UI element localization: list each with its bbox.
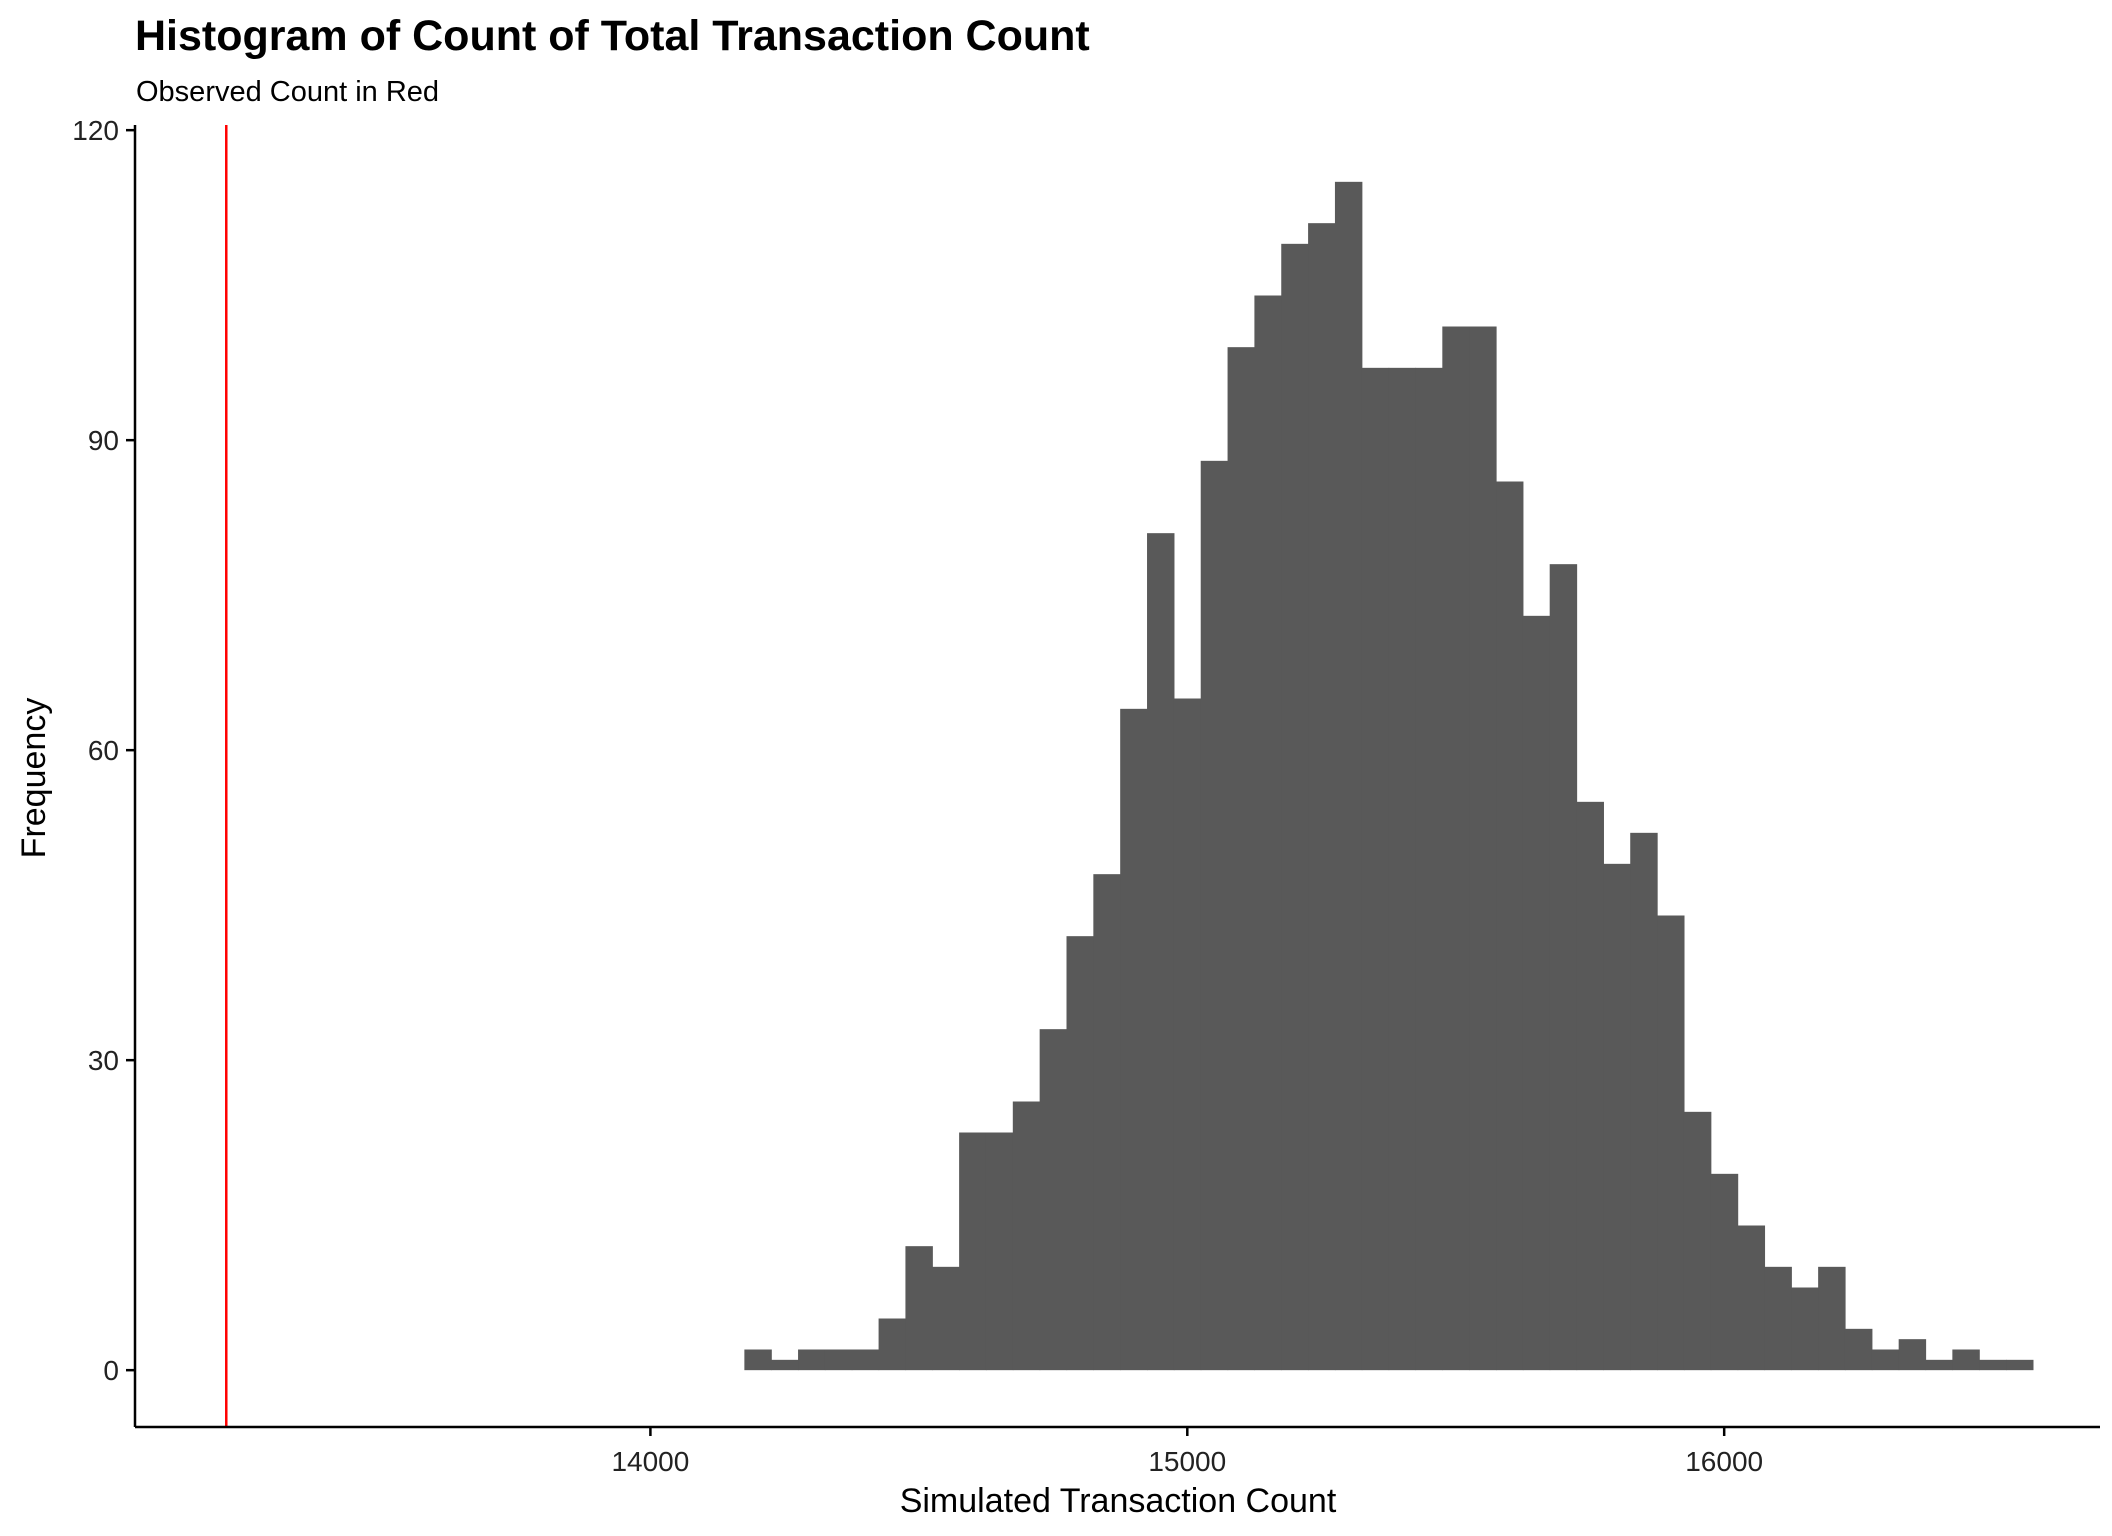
histogram-bar [1683,1111,1712,1371]
histogram-bar [878,1318,907,1371]
histogram-bar [959,1132,987,1371]
histogram-bar [1603,863,1631,1371]
y-tick-label: 30 [88,1045,119,1076]
histogram-bar [771,1359,799,1371]
histogram-bar [1388,367,1417,1371]
histogram-bar [1442,326,1470,1371]
histogram-bar [824,1349,853,1371]
histogram-bar [1039,1029,1068,1371]
histogram-bar [932,1266,960,1371]
histogram-bar [1549,564,1578,1371]
histogram-bar [1657,915,1685,1371]
histogram-bar [1147,533,1175,1371]
histogram-bar [1844,1328,1873,1371]
histogram-bars [744,181,2034,1371]
histogram-bar [1281,243,1309,1371]
histogram-bar [1764,1266,1792,1371]
chart-title: Histogram of Count of Total Transaction … [135,12,1090,60]
x-tick-label: 16000 [1685,1446,1763,1477]
histogram-bar [1496,481,1524,1371]
histogram-bar [1120,708,1148,1371]
histogram-bar [1066,936,1094,1371]
histogram-bar [798,1349,826,1371]
x-axis-title: Simulated Transaction Count [900,1482,1337,1520]
x-tick-label: 14000 [611,1446,689,1477]
histogram-bar [1737,1225,1766,1371]
x-axis-ticks: 14000 15000 16000 [611,1427,1763,1477]
histogram-bar [1012,1101,1041,1371]
chart-subtitle: Observed Count in Red [136,76,439,108]
y-tick-label: 0 [103,1355,119,1386]
histogram-bar [1361,367,1390,1371]
histogram-bar [1576,801,1604,1371]
histogram-bar [1227,347,1256,1371]
y-axis-title: Frequency [15,698,53,859]
histogram-bar [1415,367,1443,1371]
histogram-bar [1173,698,1202,1371]
histogram-bar [1871,1349,1900,1371]
histogram-bar [1254,295,1282,1371]
histogram-bar [1925,1359,1953,1371]
y-tick-label: 60 [88,735,119,766]
histogram-bar [1630,832,1658,1371]
histogram-bar [1791,1287,1819,1371]
y-tick-label: 90 [88,425,119,456]
histogram-bar [1469,326,1497,1371]
histogram-bar [1979,1359,2007,1371]
y-tick-label: 120 [72,115,119,146]
histogram-bar [1952,1349,1980,1371]
histogram-bar [1308,223,1336,1371]
x-tick-label: 15000 [1148,1446,1226,1477]
histogram-bar [1334,181,1363,1371]
histogram-bar [905,1246,933,1371]
histogram-bar [1898,1339,1927,1371]
histogram-bar [1710,1173,1739,1371]
histogram-bar [744,1349,772,1371]
histogram-bar [2006,1359,2034,1371]
histogram-bar [1522,615,1551,1371]
histogram-bar [851,1349,880,1371]
histogram-bar [1818,1266,1846,1371]
histogram-bar [1200,460,1229,1371]
histogram-bar [1093,874,1121,1371]
histogram-bar [985,1132,1014,1371]
y-axis-ticks: 0 30 60 90 120 [72,115,135,1386]
